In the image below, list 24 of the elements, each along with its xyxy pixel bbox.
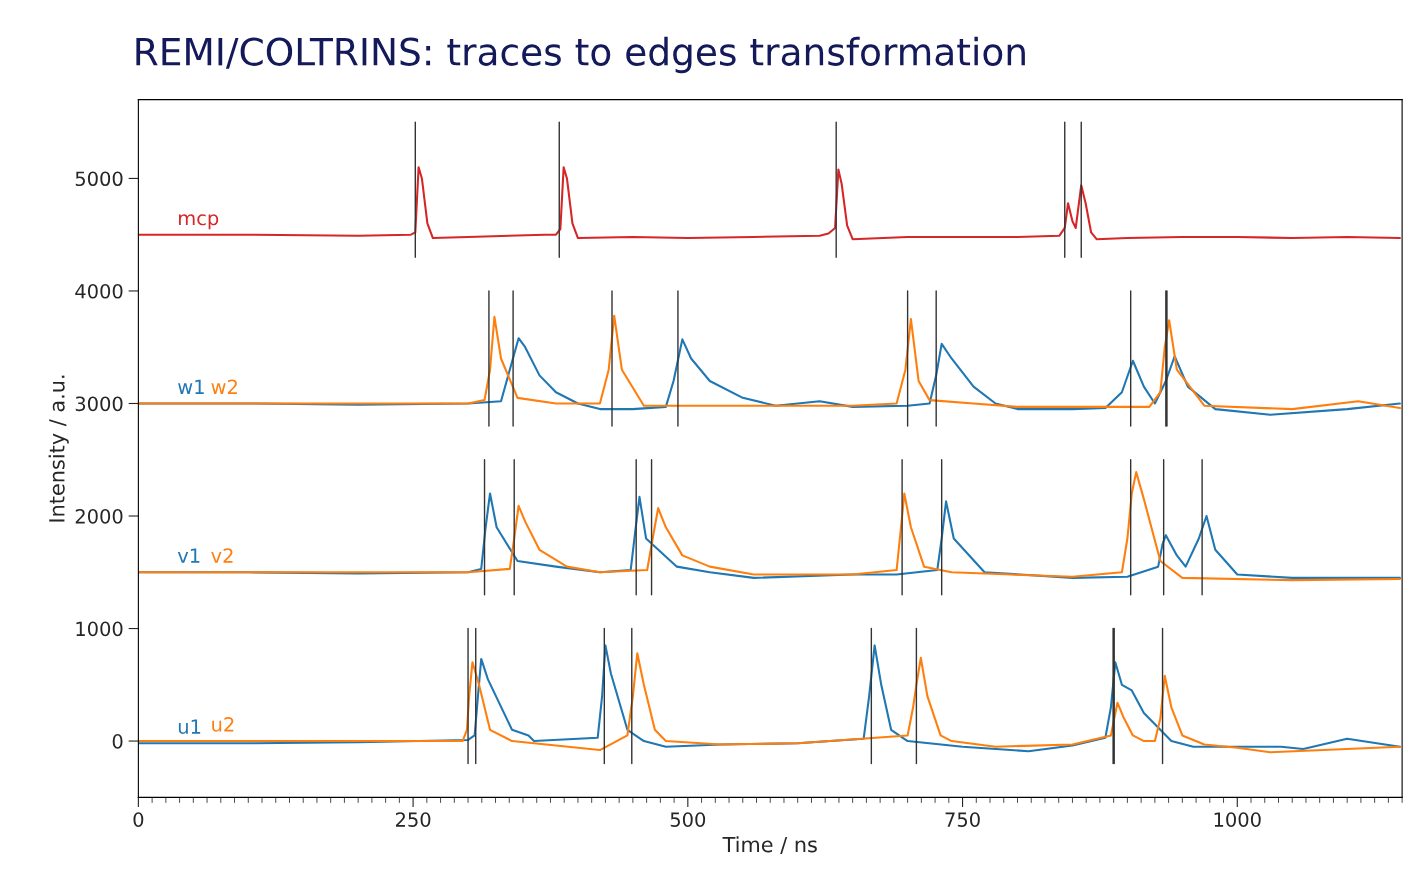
y-tick-label: 3000 xyxy=(75,396,123,412)
line-series xyxy=(138,471,1401,582)
y-tick-label: 0 xyxy=(112,734,123,749)
chart-title: REMI/COLTRINS: traces to edges transformation xyxy=(136,36,1025,74)
line-series xyxy=(138,314,1401,411)
x-axis-title: Time / ns xyxy=(722,836,817,855)
series-label: v1 xyxy=(177,548,200,563)
y-tick-label: 1000 xyxy=(76,621,123,637)
x-tick-label: 1000 xyxy=(1214,812,1261,827)
series-label: mcp xyxy=(179,214,219,230)
series-label: w1 xyxy=(178,379,204,394)
series-label: u2 xyxy=(212,717,234,732)
x-tick-label: 0 xyxy=(133,812,144,827)
line-series xyxy=(138,166,1401,241)
y-axis-title: Intensity / a.u. xyxy=(48,375,69,522)
series-label: w2 xyxy=(211,379,237,394)
x-tick-label: 750 xyxy=(945,812,980,827)
y-tick-label: 4000 xyxy=(75,283,123,299)
y-tick-label: 5000 xyxy=(75,171,123,187)
x-tick-label: 500 xyxy=(670,812,706,827)
series-label: v2 xyxy=(211,548,233,563)
y-tick-label: 2000 xyxy=(75,508,123,524)
x-tick-label: 250 xyxy=(395,812,431,827)
series-label: u1 xyxy=(178,719,201,734)
